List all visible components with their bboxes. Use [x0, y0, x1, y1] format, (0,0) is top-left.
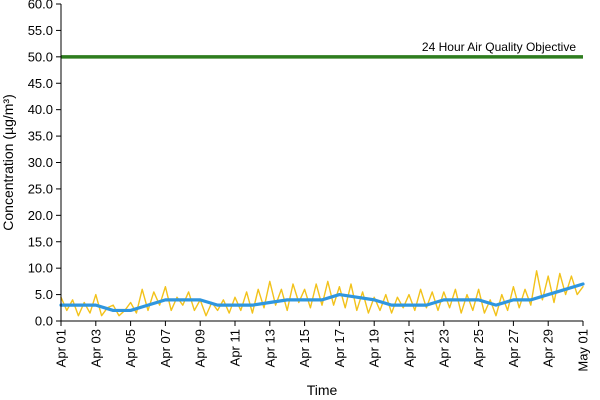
- y-tick-label: 20.0: [28, 208, 53, 223]
- x-tick-label: Apr 07: [158, 329, 173, 367]
- series-line-hourly: [60, 270, 584, 317]
- x-tick-label: Apr 05: [123, 329, 138, 367]
- x-tick-label: Apr 27: [506, 329, 521, 367]
- y-tick-label: 35.0: [28, 129, 53, 144]
- series-line-daily: [59, 282, 585, 313]
- y-tick-label: 10.0: [28, 261, 53, 276]
- y-tick-label: 30.0: [28, 155, 53, 170]
- y-axis-title: Concentration (µg/m³): [0, 94, 16, 230]
- x-ticks: Apr 01 Apr 03 Apr 05 Apr 07 Apr 09 Apr 11 Apr …: [54, 321, 591, 372]
- objective-layer: 24 Hour Air Quality Objective: [61, 40, 583, 59]
- y-tick-label: 60.0: [28, 0, 53, 12]
- y-tick-label: 50.0: [28, 49, 53, 64]
- x-tick-label: Apr 29: [541, 329, 556, 367]
- y-tick-label: 15.0: [28, 234, 53, 249]
- x-tick-label: Apr 11: [228, 329, 243, 366]
- x-tick-label: Apr 03: [88, 329, 103, 367]
- x-tick-label: Apr 19: [367, 329, 382, 367]
- x-tick-label: Apr 13: [262, 329, 277, 367]
- x-tick-label: Apr 17: [332, 329, 347, 367]
- objective-label: 24 Hour Air Quality Objective: [422, 40, 576, 54]
- y-tick-label: 40.0: [28, 102, 53, 117]
- series-layer: [59, 270, 585, 317]
- y-ticks: 0.0 5.0 10.0 15.0 20.0 25.0 30.0 35.0 40.0 45.0 50…: [28, 0, 61, 329]
- x-tick-label: Apr 01: [54, 329, 69, 367]
- y-tick-label: 45.0: [28, 76, 53, 91]
- y-tick-label: 5.0: [35, 287, 53, 302]
- y-tick-label: 25.0: [28, 181, 53, 196]
- x-tick-label: Apr 25: [471, 329, 486, 367]
- x-tick-label: Apr 21: [402, 329, 417, 367]
- x-tick-label: May 01: [576, 329, 591, 372]
- x-tick-label: Apr 09: [193, 329, 208, 367]
- y-tick-label: 55.0: [28, 23, 53, 38]
- y-tick-label: 0.0: [35, 314, 53, 329]
- x-tick-label: Apr 15: [297, 329, 312, 367]
- x-axis-title: Time: [307, 382, 338, 398]
- x-tick-label: Apr 23: [436, 329, 451, 367]
